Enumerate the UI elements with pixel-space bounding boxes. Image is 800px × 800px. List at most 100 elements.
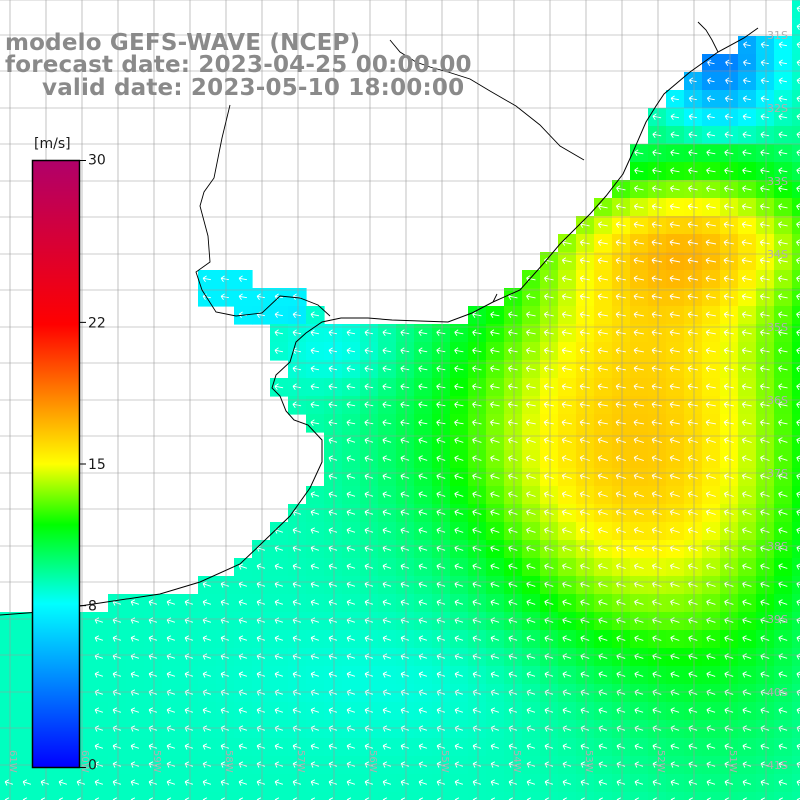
wind-cell (126, 792, 145, 800)
wind-cell (432, 792, 451, 800)
wind-cell (0, 684, 19, 703)
lat-label: 38S (767, 540, 788, 553)
wind-cell (144, 792, 163, 800)
lat-label: 33S (767, 175, 788, 188)
wind-cell (0, 792, 19, 800)
wind-cell (216, 792, 235, 800)
lat-label: 39S (767, 613, 788, 626)
wind-cell (792, 576, 800, 595)
wind-cell (792, 36, 800, 55)
wind-cell (198, 792, 217, 800)
wind-cell (792, 216, 800, 235)
colorbar (33, 161, 80, 768)
wind-cell (792, 378, 800, 397)
wind-cell (774, 792, 793, 800)
wind-cell (792, 522, 800, 541)
wind-cell (792, 198, 800, 217)
wind-cell (252, 792, 271, 800)
wind-cell (288, 792, 307, 800)
wind-cell (792, 342, 800, 361)
wind-cell (0, 720, 19, 739)
lon-label: 61W (7, 750, 18, 773)
wind-cell (342, 792, 361, 800)
wind-cell (324, 792, 343, 800)
colorbar-label: 8 (88, 599, 97, 615)
wind-cell (522, 792, 541, 800)
lon-label: 60W (79, 750, 90, 773)
wind-cell (648, 792, 667, 800)
wind-cell (18, 792, 37, 800)
wind-cell (792, 666, 800, 685)
wind-cell (234, 792, 253, 800)
wind-cell (792, 288, 800, 307)
wind-cell (594, 792, 613, 800)
lon-label: 51W (727, 750, 738, 773)
wind-cell (792, 108, 800, 127)
wind-cell (0, 702, 19, 721)
lat-label: 36S (767, 394, 788, 407)
wind-cell (738, 792, 757, 800)
lon-label: 53W (583, 750, 594, 773)
wind-cell (162, 792, 181, 800)
wind-cell (792, 612, 800, 631)
lat-label: 31S (767, 29, 788, 42)
wind-cell (792, 144, 800, 163)
lat-label: 35S (767, 321, 788, 334)
wind-cell (792, 774, 800, 793)
wind-cell (792, 180, 800, 199)
wind-cell (792, 396, 800, 415)
wind-cell (306, 792, 325, 800)
wind-cell (0, 648, 19, 667)
valid-date: valid date: 2023-05-10 18:00:00 (42, 76, 562, 100)
wind-cell (666, 792, 685, 800)
wind-cell (792, 684, 800, 703)
lon-label: 54W (511, 750, 522, 773)
wind-cell (792, 270, 800, 289)
wind-cell (702, 792, 721, 800)
colorbar-unit: [m/s] (34, 136, 71, 152)
wind-cell (792, 468, 800, 487)
wind-cell (792, 0, 800, 19)
wind-cell (792, 72, 800, 91)
colorbar-label: 15 (88, 457, 106, 473)
wind-cell (792, 162, 800, 181)
lon-label: 55W (439, 750, 450, 773)
wind-cell (612, 792, 631, 800)
wind-cell (792, 702, 800, 721)
wind-cell (792, 54, 800, 73)
wind-cell (576, 792, 595, 800)
wind-cell (378, 792, 397, 800)
wind-cell (360, 792, 379, 800)
lon-label: 56W (367, 750, 378, 773)
wind-cell (90, 792, 109, 800)
wind-cell (792, 630, 800, 649)
wind-cell (792, 486, 800, 505)
wind-cell (396, 792, 415, 800)
wind-cell (792, 252, 800, 271)
wind-cell (720, 792, 739, 800)
colorbar-label: 22 (88, 315, 106, 331)
lon-label: 52W (655, 750, 666, 773)
lon-label: 59W (151, 750, 162, 773)
wind-cell (486, 792, 505, 800)
wind-cell (792, 594, 800, 613)
wind-cell (108, 792, 127, 800)
wind-cell (54, 792, 73, 800)
wind-cell (72, 792, 91, 800)
wind-cell (270, 792, 289, 800)
wind-cell (792, 234, 800, 253)
lat-label: 32S (767, 102, 788, 115)
wind-cell (36, 792, 55, 800)
wind-cell (630, 792, 649, 800)
lon-label: 58W (223, 750, 234, 773)
wind-cell (792, 306, 800, 325)
wind-cell (792, 90, 800, 109)
wind-cell (792, 558, 800, 577)
wind-cell (180, 792, 199, 800)
lon-label: 57W (295, 750, 306, 773)
wind-cell (792, 720, 800, 739)
colorbar-label: 30 (88, 153, 106, 169)
wind-cell (792, 504, 800, 523)
wind-cell (0, 630, 19, 649)
